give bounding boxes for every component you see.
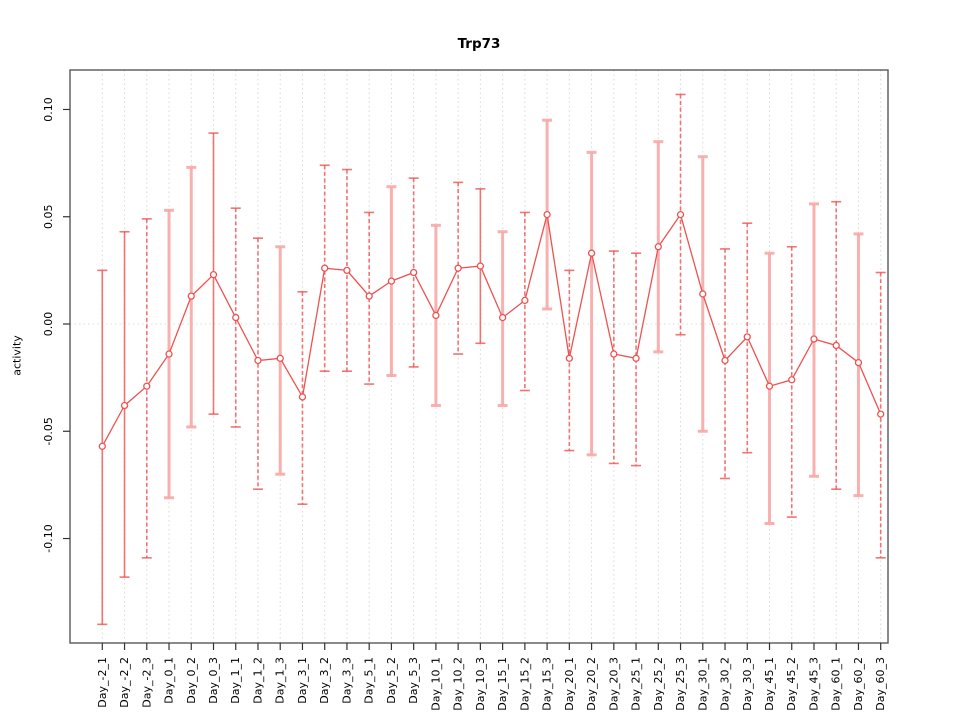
x-tick-label: Day_-2_1 xyxy=(96,657,109,708)
x-tick-label: Day_10_2 xyxy=(452,657,465,711)
data-point xyxy=(676,210,685,219)
data-points xyxy=(98,210,885,450)
x-tick-label: Day_60_1 xyxy=(830,657,843,711)
data-point xyxy=(120,401,129,410)
data-point xyxy=(98,442,106,450)
data-point xyxy=(165,350,173,358)
data-point xyxy=(254,356,262,365)
x-tick-label: Day_0_2 xyxy=(185,657,198,704)
x-tick-label: Day_3_1 xyxy=(296,657,309,704)
error-bars xyxy=(97,93,886,626)
data-point xyxy=(454,264,462,272)
x-tick-label: Day_30_1 xyxy=(696,657,709,711)
x-tick-label: Day_60_3 xyxy=(874,657,887,711)
data-point xyxy=(810,335,818,343)
data-point xyxy=(854,358,863,367)
error-bar xyxy=(586,150,597,457)
y-tick-label: -0.10 xyxy=(42,524,55,552)
x-tick-label: Day_5_3 xyxy=(407,657,420,704)
data-point xyxy=(877,410,885,418)
data-point xyxy=(365,292,373,300)
x-tick-label: Day_15_3 xyxy=(541,657,554,711)
y-axis-label: activity xyxy=(10,335,24,376)
x-tick-label: Day_-2_3 xyxy=(140,657,153,708)
x-tick-label: Day_20_2 xyxy=(585,657,598,711)
x-tick-label: Day_-2_2 xyxy=(118,657,131,708)
x-tick-label: Day_10_1 xyxy=(429,657,442,711)
series-line xyxy=(101,213,882,447)
data-point xyxy=(298,393,307,401)
x-tick-label: Day_20_1 xyxy=(563,657,576,711)
x-tick-label: Day_5_1 xyxy=(363,657,376,704)
data-point xyxy=(343,266,351,275)
x-tick-label: Day_3_3 xyxy=(340,657,353,704)
data-point xyxy=(143,382,151,390)
x-tick-label: Day_60_2 xyxy=(852,657,865,711)
x-tick-label: Day_10_3 xyxy=(474,657,487,711)
data-point xyxy=(498,313,507,322)
y-axis: 0.10 0.05 0.00 -0.05 -0.10 xyxy=(42,97,70,553)
data-point xyxy=(743,333,751,341)
y-tick-label: 0.00 xyxy=(42,312,55,337)
data-point xyxy=(765,382,774,390)
x-tick-label: Day_45_3 xyxy=(808,657,821,711)
data-point xyxy=(543,210,551,219)
data-point xyxy=(387,277,396,285)
x-tick-label: Day_15_1 xyxy=(496,657,509,711)
error-bar xyxy=(564,269,575,452)
y-tick-label: 0.10 xyxy=(42,97,55,122)
data-point xyxy=(610,350,618,358)
data-point xyxy=(832,341,840,350)
x-tick-label: Day_0_1 xyxy=(163,657,176,704)
error-bar xyxy=(875,271,886,559)
chart-title: Trp73 xyxy=(457,36,501,52)
data-point xyxy=(276,354,284,362)
x-tick-label: Day_3_2 xyxy=(318,657,331,704)
data-point xyxy=(432,311,440,320)
x-tick-label: Day_30_2 xyxy=(719,657,732,711)
x-tick-label: Day_0_3 xyxy=(207,657,220,704)
data-point xyxy=(587,249,596,257)
x-tick-label: Day_1_2 xyxy=(252,657,265,704)
data-point xyxy=(699,290,707,298)
data-point xyxy=(632,354,640,362)
x-axis: Day_-2_1 Day_-2_2 Day_-2_3 Day_0_1 Day_0_2 Da… xyxy=(96,643,887,711)
data-point xyxy=(721,356,729,365)
x-tick-label: Day_5_2 xyxy=(385,657,398,704)
data-point xyxy=(654,243,662,251)
data-point xyxy=(209,271,218,279)
data-point xyxy=(321,264,329,272)
error-bar xyxy=(831,200,842,490)
data-point xyxy=(187,292,195,300)
x-tick-label: Day_20_3 xyxy=(607,657,620,711)
x-tick-label: Day_45_2 xyxy=(785,657,798,711)
data-point xyxy=(476,262,485,270)
y-tick-label: -0.05 xyxy=(42,417,55,445)
x-tick-label: Day_1_1 xyxy=(229,657,242,704)
data-point xyxy=(521,296,529,305)
data-point xyxy=(788,376,796,384)
x-tick-label: Day_25_1 xyxy=(630,657,643,711)
x-tick-label: Day_45_1 xyxy=(763,657,776,711)
x-tick-label: Day_15_2 xyxy=(518,657,531,711)
x-tick-label: Day_30_3 xyxy=(741,657,754,711)
x-tick-label: Day_1_3 xyxy=(274,657,287,704)
data-point xyxy=(232,313,240,322)
error-bar xyxy=(141,218,152,559)
x-tick-label: Day_25_3 xyxy=(674,657,687,711)
data-point xyxy=(410,268,418,277)
y-tick-label: 0.05 xyxy=(42,204,55,229)
data-point xyxy=(565,354,573,362)
plot-frame xyxy=(69,69,889,644)
x-tick-label: Day_25_2 xyxy=(652,657,665,711)
